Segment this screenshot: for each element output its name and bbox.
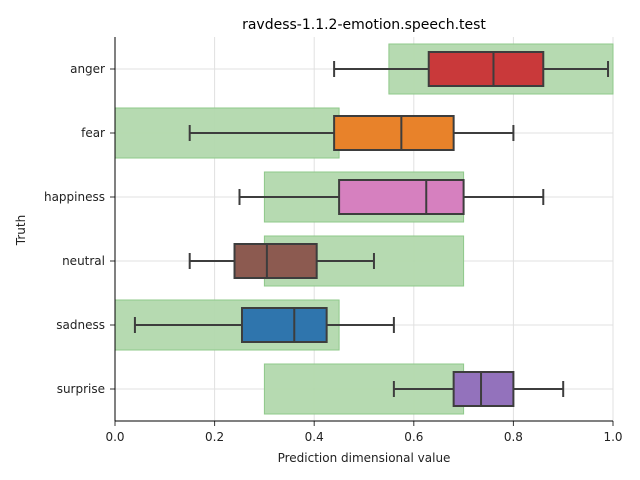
y-tick-label: fear <box>81 126 105 140</box>
box-surprise <box>392 371 565 407</box>
iqr-box <box>338 179 465 215</box>
iqr-box <box>233 243 318 279</box>
box-anger <box>333 51 610 87</box>
x-tick-label: 0.6 <box>404 430 423 444</box>
x-tick-label: 0.4 <box>305 430 324 444</box>
x-tick-label: 1.0 <box>603 430 622 444</box>
axis-layer: 0.0 0.2 0.4 0.6 0.8 1.0 anger fear happiness neut… <box>44 37 623 444</box>
chart-title: ravdess-1.1.2-emotion.speech.test <box>242 17 486 33</box>
grid-layer <box>114 37 614 421</box>
iqr-box <box>452 371 515 407</box>
box-fear <box>188 115 515 151</box>
x-tick-label: 0.0 <box>105 430 124 444</box>
box-sadness <box>133 307 395 343</box>
y-tick-label: happiness <box>44 190 105 204</box>
expected-range-layer <box>114 43 614 415</box>
x-tick-label: 0.2 <box>205 430 224 444</box>
x-axis-label: Prediction dimensional value <box>278 451 451 465</box>
x-tick-label: 0.8 <box>504 430 523 444</box>
y-tick-label: neutral <box>62 254 105 268</box>
y-axis-label: Truth <box>14 215 28 246</box>
box-layer <box>133 51 610 407</box>
iqr-box <box>427 51 545 87</box>
y-tick-label: sadness <box>56 318 105 332</box>
y-tick-label: anger <box>70 62 105 76</box>
box-neutral <box>188 243 375 279</box>
iqr-box <box>333 115 455 151</box>
iqr-box <box>240 307 328 343</box>
y-tick-label: surprise <box>57 382 105 396</box>
box-happiness <box>238 179 545 215</box>
